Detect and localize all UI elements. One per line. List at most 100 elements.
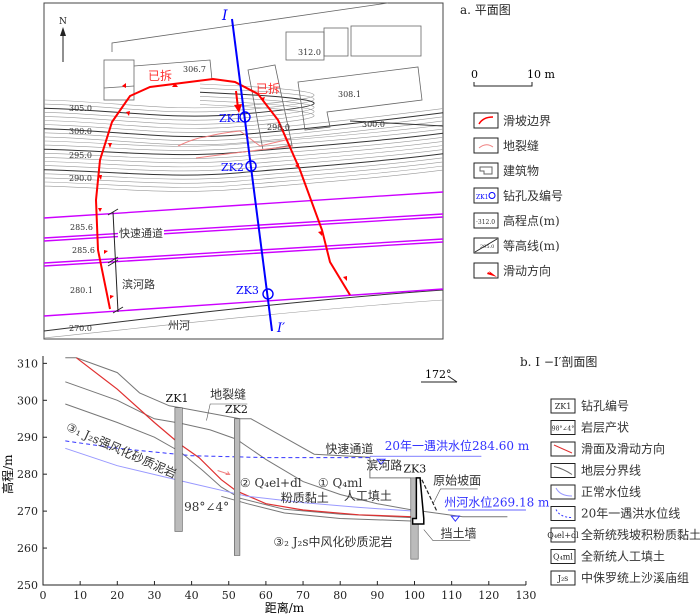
demolished-label: 已拆 — [256, 81, 280, 96]
boundary-ticks — [98, 83, 347, 299]
crack — [195, 145, 294, 159]
legend-sample: Q₄el+dl — [547, 531, 579, 540]
roads — [43, 191, 444, 317]
building — [297, 66, 423, 131]
flood-sample — [555, 509, 573, 518]
building — [103, 59, 135, 101]
section-label-fill_code: ① Q₄ml — [318, 476, 363, 490]
section-label-zk3: ZK3 — [403, 462, 426, 475]
legend-label: 钻孔编号 — [581, 398, 629, 413]
section-line[interactable] — [231, 18, 273, 332]
borehole-markers — [239, 111, 274, 300]
legend-label: 建筑物 — [503, 163, 539, 178]
legend-item-borehole: ZK1 钻孔及编号 — [473, 187, 563, 204]
x-tick-label: 60 — [259, 589, 273, 602]
legend-label: 正常水位线 — [581, 484, 641, 499]
contour-line — [43, 145, 444, 168]
x-tick-label: 10 — [73, 589, 87, 602]
section-legend-item: 98°∠4° 岩层产状 — [550, 420, 629, 435]
building — [323, 27, 349, 57]
legend-label: 地裂缝 — [503, 138, 539, 153]
section-legend-item: 地层分界线 — [550, 463, 641, 478]
elevation-point: 306.7 — [183, 65, 206, 74]
contour-line — [43, 137, 444, 159]
borehole-sample-label: ZK1 — [476, 194, 488, 201]
legend-item-building: 建筑物 — [473, 162, 539, 179]
x-tick-label: 120 — [478, 589, 499, 602]
buildings — [103, 2, 423, 151]
contour-line — [43, 141, 444, 164]
legend-label: 高程点(m) — [503, 213, 560, 228]
contour-label: 305.0 — [69, 104, 92, 113]
building-icon — [473, 162, 499, 179]
borehole-sample — [488, 192, 496, 199]
contour-sample-label: 295.0 — [480, 244, 494, 250]
section-legend-item: 正常水位线 — [550, 484, 641, 500]
slide-direction-arrow — [217, 470, 231, 475]
building — [350, 25, 422, 57]
x-tick-label: 20 — [110, 589, 124, 602]
legend-label: 岩层产状 — [581, 420, 629, 435]
contour-line — [43, 128, 444, 151]
elevation-point: 280.1 — [70, 286, 93, 295]
road-line — [43, 216, 444, 242]
section-label-flood: 20年一遇洪水位284.60 m — [385, 438, 530, 453]
section-legend-item: Q₄el+dl 全新统残坡积粉质黏土 — [547, 527, 700, 543]
section-legend-item: J₂s 中侏罗统上沙溪庙组 — [550, 570, 689, 586]
legend-label: 地层分界线 — [581, 464, 641, 478]
legend-swatch — [550, 420, 576, 435]
building-outline — [111, 2, 389, 52]
legend-sample: Q₄ml — [553, 553, 573, 562]
section-label-dip: 98°∠4° — [184, 500, 229, 514]
building — [103, 85, 135, 89]
building-sample — [479, 166, 493, 175]
building — [247, 64, 293, 151]
section-label-river_level: 州河水位269.18 m — [444, 494, 550, 509]
legend-label: 滑坡边界 — [503, 114, 551, 128]
legend-swatch — [550, 527, 576, 543]
legend-sample: 98°∠4° — [552, 426, 574, 433]
legend-item-contour: 295.0 等高线(m) — [473, 237, 560, 254]
borehole-zk1-icon — [239, 111, 251, 123]
legend-item-landslide-boundary: 滑坡边界 — [473, 112, 551, 129]
slide-sample — [476, 266, 497, 277]
ground-cracks — [177, 130, 294, 159]
section-legend-item: 滑面及滑动方向 — [550, 441, 665, 457]
legend-label: 滑动方向 — [503, 263, 551, 278]
legend-label: 等高线(m) — [503, 238, 560, 253]
borehole-zk3-icon — [262, 288, 274, 300]
road-width-markers — [107, 208, 124, 314]
section-label-clay_code: ② Q₄el+dl — [240, 476, 302, 490]
road-line — [43, 213, 444, 239]
contour-line — [43, 289, 444, 332]
legend-label: 钻孔及编号 — [503, 188, 563, 203]
north-label: N — [59, 17, 67, 27]
x-tick-label: 50 — [222, 589, 236, 602]
contour-line — [43, 120, 444, 146]
y-tick-label: 290 — [17, 431, 38, 444]
demolished-label: 已拆 — [148, 68, 172, 83]
road-line — [43, 238, 444, 264]
contour-line — [43, 87, 315, 113]
contour-label: 295.0 — [69, 151, 92, 160]
legend-item-elevation-point: ·312.0 高程点(m) — [473, 212, 560, 229]
contour-line — [43, 299, 444, 339]
section-title: b. I −I′剖面图 — [520, 355, 597, 369]
contour-label: 290.0 — [69, 174, 92, 183]
elevation-point: 308.1 — [338, 90, 361, 99]
crack — [177, 130, 291, 147]
section-legend-item: 20年一遇洪水位线 — [550, 506, 680, 521]
north-arrowhead-icon — [60, 27, 66, 36]
road-line — [43, 288, 444, 317]
y-tick-label: 270 — [17, 505, 38, 518]
elevation-sample: ·312.0 — [476, 219, 495, 226]
legend-item-slide-direction: 滑动方向 — [473, 262, 551, 279]
section-label-wall: 挡土墙 — [441, 527, 477, 541]
water-level-icon — [450, 515, 461, 522]
legend-label: 20年一遇洪水位线 — [581, 506, 680, 521]
ground-surface — [65, 357, 411, 479]
slide-direction-arrowhead — [234, 104, 242, 113]
contour-label: 300.0 — [362, 120, 385, 129]
legend-sample: J₂s — [557, 574, 569, 583]
scale-ten: 10 m — [527, 68, 555, 81]
